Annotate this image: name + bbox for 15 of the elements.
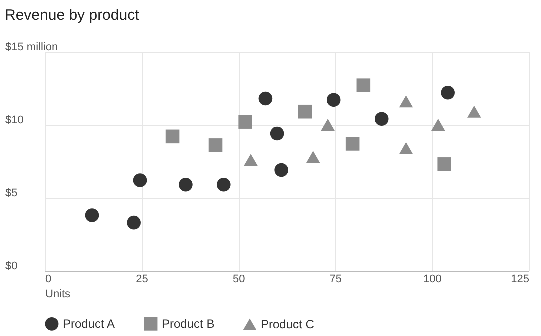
y-tick-label: $10 [6,114,24,126]
x-axis-title: Units [46,288,72,300]
legend-label: Product B [162,317,215,332]
y-tick-label: $0 [6,260,18,272]
x-tick-label: 75 [330,274,342,286]
y-tick-label: $15 million [6,42,58,54]
x-tick-label: 25 [136,274,148,286]
x-tick-label: 125 [511,274,530,286]
x-tick-label: 0 [46,274,52,286]
chart-title: Revenue by product [5,7,140,24]
legend-label: Product A [63,317,116,332]
x-tick-label: 50 [232,274,246,286]
legend-label: Product C [261,318,315,332]
y-tick-label: $5 [6,188,18,200]
x-tick-label: 100 [424,274,442,286]
